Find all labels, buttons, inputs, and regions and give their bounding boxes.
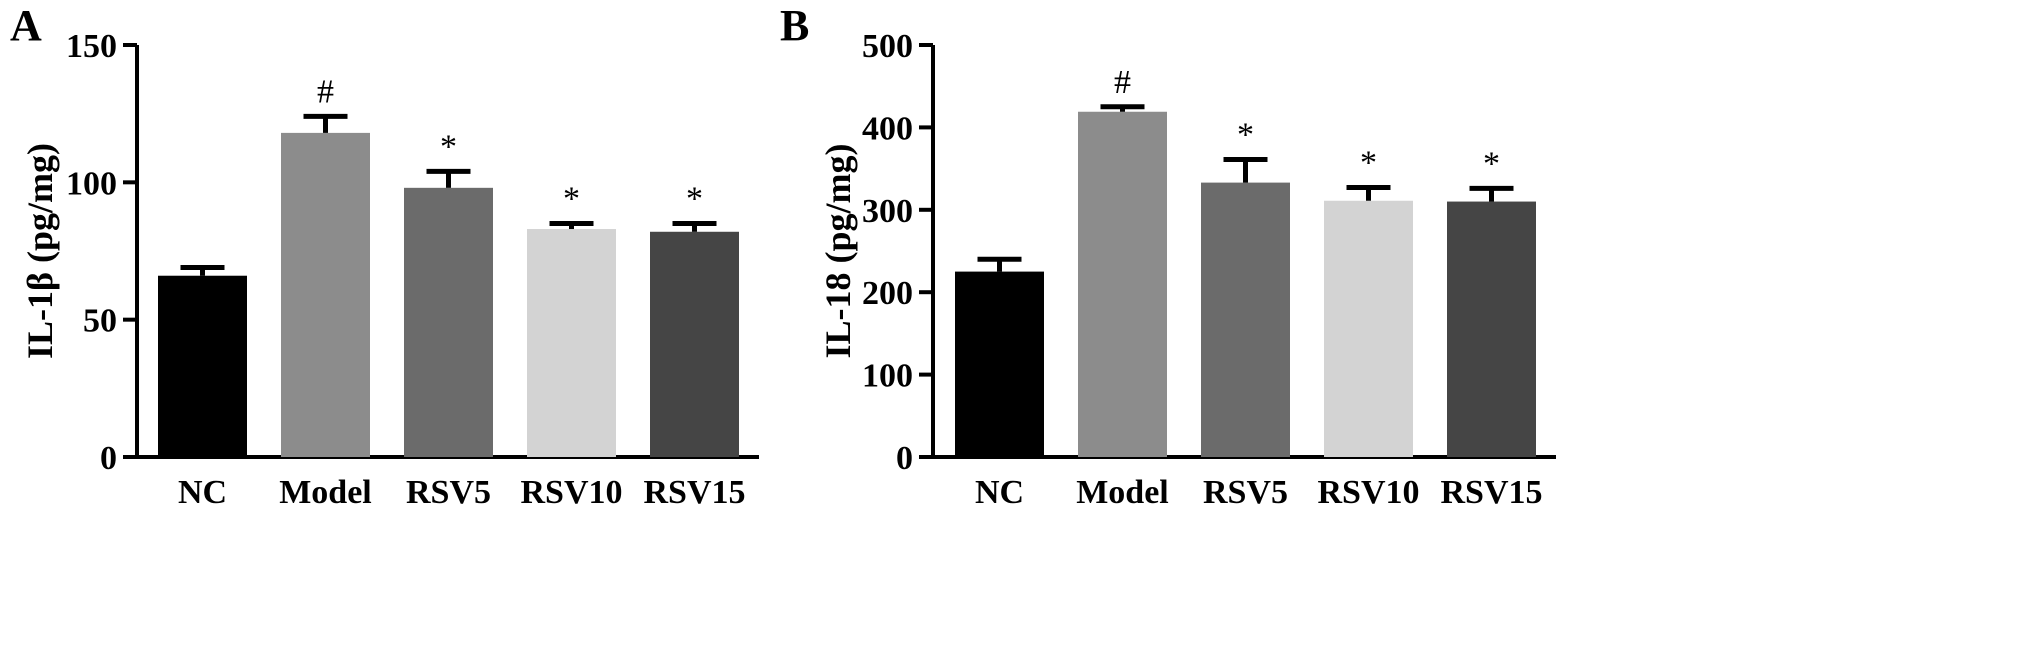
significance-marker: *: [1483, 145, 1500, 182]
x-tick-label: NC: [178, 474, 227, 511]
x-tick-label: RSV10: [520, 474, 622, 511]
panel-a: A 0 50 100 150 IL-1β (pg/mg) NC # Model * RSV5 * RSV…: [10, 1, 759, 511]
y-tick-label: 500: [862, 28, 913, 65]
panel-letter: A: [10, 1, 42, 50]
y-tick-label: 50: [83, 303, 117, 340]
x-tick-label: Model: [1076, 474, 1169, 511]
significance-marker: *: [1360, 145, 1377, 182]
y-tick-label: 300: [862, 193, 913, 230]
x-tick-label: NC: [975, 474, 1024, 511]
bar-model: [281, 132, 370, 458]
y-tick-label: 0: [896, 440, 913, 477]
significance-marker: *: [440, 128, 457, 165]
bar-rsv5: [1201, 182, 1290, 457]
x-tick-label: RSV15: [1440, 474, 1542, 511]
bar-rsv5: [404, 187, 493, 457]
bar-nc: [158, 275, 247, 457]
x-tick-label: Model: [279, 474, 372, 511]
y-tick-label: 0: [100, 440, 117, 477]
y-tick-label: 100: [862, 358, 913, 395]
y-tick-label: 400: [862, 110, 913, 147]
panel-b: B 0 100 200 300 400 500 IL-18 (pg/mg) NC # Model * R…: [780, 1, 1556, 511]
bar-rsv10: [527, 229, 616, 457]
bar-nc: [955, 271, 1044, 457]
bar-rsv15: [1447, 201, 1536, 457]
y-tick-label: 200: [862, 275, 913, 312]
y-axis-title: IL-18 (pg/mg): [818, 144, 858, 359]
x-tick-label: RSV5: [1203, 474, 1288, 511]
x-tick-label: RSV15: [643, 474, 745, 511]
significance-marker: #: [317, 73, 334, 110]
significance-marker: *: [1237, 117, 1254, 154]
panel-letter: B: [780, 1, 809, 50]
significance-marker: *: [563, 181, 580, 218]
y-tick-label: 100: [66, 165, 117, 202]
bar-model: [1078, 111, 1167, 457]
x-tick-label: RSV5: [406, 474, 491, 511]
bar-rsv15: [650, 231, 739, 457]
bar-rsv10: [1324, 200, 1413, 457]
y-tick-label: 150: [66, 28, 117, 65]
x-tick-label: RSV10: [1317, 474, 1419, 511]
significance-marker: *: [686, 181, 703, 218]
y-axis-title: IL-1β (pg/mg): [20, 143, 60, 359]
significance-marker: #: [1114, 64, 1131, 101]
